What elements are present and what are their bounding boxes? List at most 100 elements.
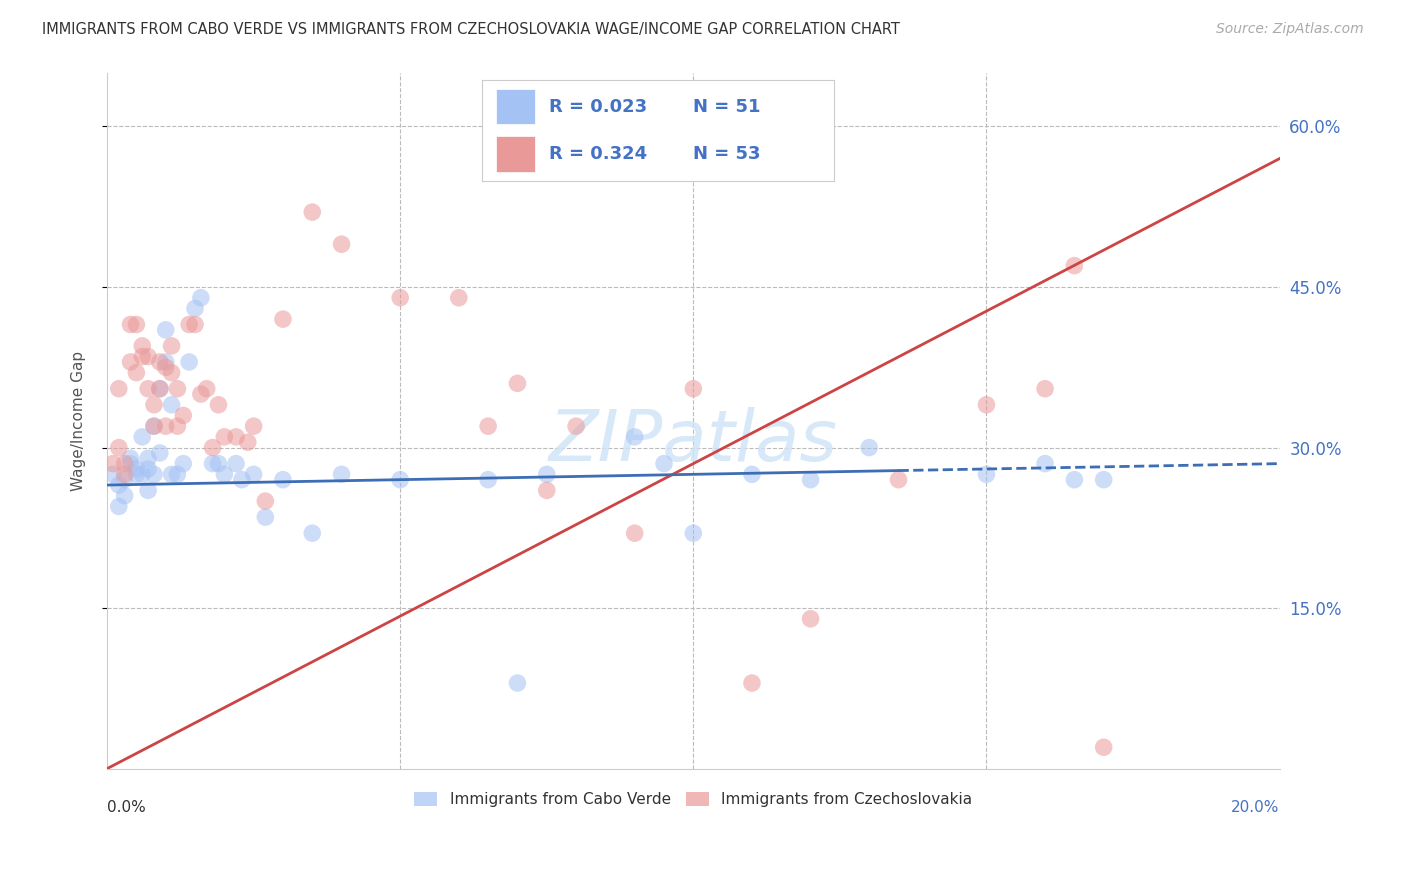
Point — [125, 467, 148, 482]
Point — [172, 457, 194, 471]
Point — [136, 350, 159, 364]
Point — [623, 430, 645, 444]
Point — [225, 457, 247, 471]
Point — [190, 291, 212, 305]
Point — [1092, 740, 1115, 755]
Point — [389, 291, 412, 305]
Point — [120, 451, 142, 466]
Point — [1033, 382, 1056, 396]
Point — [800, 612, 823, 626]
Point — [242, 467, 264, 482]
Point — [149, 382, 172, 396]
Point — [136, 382, 159, 396]
Point — [160, 467, 183, 482]
Point — [155, 419, 177, 434]
Point — [225, 430, 247, 444]
Point — [101, 457, 124, 471]
Point — [125, 462, 148, 476]
Point — [565, 419, 588, 434]
Point — [214, 430, 236, 444]
Text: 0.0%: 0.0% — [107, 800, 146, 815]
Point — [114, 473, 136, 487]
Point — [179, 355, 201, 369]
Point — [682, 382, 704, 396]
Point — [201, 457, 224, 471]
Y-axis label: Wage/Income Gap: Wage/Income Gap — [72, 351, 86, 491]
Legend: Immigrants from Cabo Verde, Immigrants from Czechoslovakia: Immigrants from Cabo Verde, Immigrants f… — [408, 786, 979, 814]
Point — [800, 473, 823, 487]
Point — [166, 382, 188, 396]
Point — [179, 318, 201, 332]
Point — [271, 312, 294, 326]
Point — [207, 398, 229, 412]
Point — [136, 483, 159, 498]
Point — [887, 473, 910, 487]
Point — [254, 510, 277, 524]
Point — [976, 398, 998, 412]
Point — [301, 526, 323, 541]
Point — [184, 318, 207, 332]
Point — [231, 473, 253, 487]
Text: IMMIGRANTS FROM CABO VERDE VS IMMIGRANTS FROM CZECHOSLOVAKIA WAGE/INCOME GAP COR: IMMIGRANTS FROM CABO VERDE VS IMMIGRANTS… — [42, 22, 900, 37]
Point — [160, 339, 183, 353]
Point — [160, 398, 183, 412]
Point — [143, 467, 166, 482]
Point — [506, 676, 529, 690]
Point — [447, 291, 470, 305]
Point — [254, 494, 277, 508]
Point — [506, 376, 529, 391]
Point — [149, 382, 172, 396]
Point — [242, 419, 264, 434]
Point — [1092, 473, 1115, 487]
Point — [271, 473, 294, 487]
Point — [107, 478, 129, 492]
Point — [131, 339, 153, 353]
Point — [236, 435, 259, 450]
Point — [143, 419, 166, 434]
Point — [682, 526, 704, 541]
Text: Source: ZipAtlas.com: Source: ZipAtlas.com — [1216, 22, 1364, 37]
Point — [1063, 473, 1085, 487]
Point — [120, 457, 142, 471]
Point — [136, 451, 159, 466]
Point — [166, 419, 188, 434]
Point — [131, 467, 153, 482]
Point — [114, 457, 136, 471]
Point — [201, 441, 224, 455]
Point — [330, 467, 353, 482]
Point — [536, 467, 558, 482]
Point — [1063, 259, 1085, 273]
Point — [107, 500, 129, 514]
Point — [389, 473, 412, 487]
Point — [741, 467, 763, 482]
Point — [195, 382, 218, 396]
Point — [184, 301, 207, 316]
Point — [536, 483, 558, 498]
Point — [120, 355, 142, 369]
Point — [131, 430, 153, 444]
Point — [190, 387, 212, 401]
Text: ZIPatlas: ZIPatlas — [548, 407, 838, 476]
Point — [166, 467, 188, 482]
Point — [101, 467, 124, 482]
Point — [214, 467, 236, 482]
Point — [155, 360, 177, 375]
Point — [125, 318, 148, 332]
Point — [114, 489, 136, 503]
Point — [623, 526, 645, 541]
Point — [131, 350, 153, 364]
Point — [107, 382, 129, 396]
Point — [477, 473, 499, 487]
Point — [155, 323, 177, 337]
Text: 20.0%: 20.0% — [1232, 800, 1279, 815]
Point — [125, 366, 148, 380]
Point — [207, 457, 229, 471]
Point — [114, 467, 136, 482]
Point — [330, 237, 353, 252]
Point — [172, 409, 194, 423]
Point — [136, 462, 159, 476]
Point — [149, 446, 172, 460]
Point — [858, 441, 880, 455]
Point — [143, 398, 166, 412]
Point — [155, 355, 177, 369]
